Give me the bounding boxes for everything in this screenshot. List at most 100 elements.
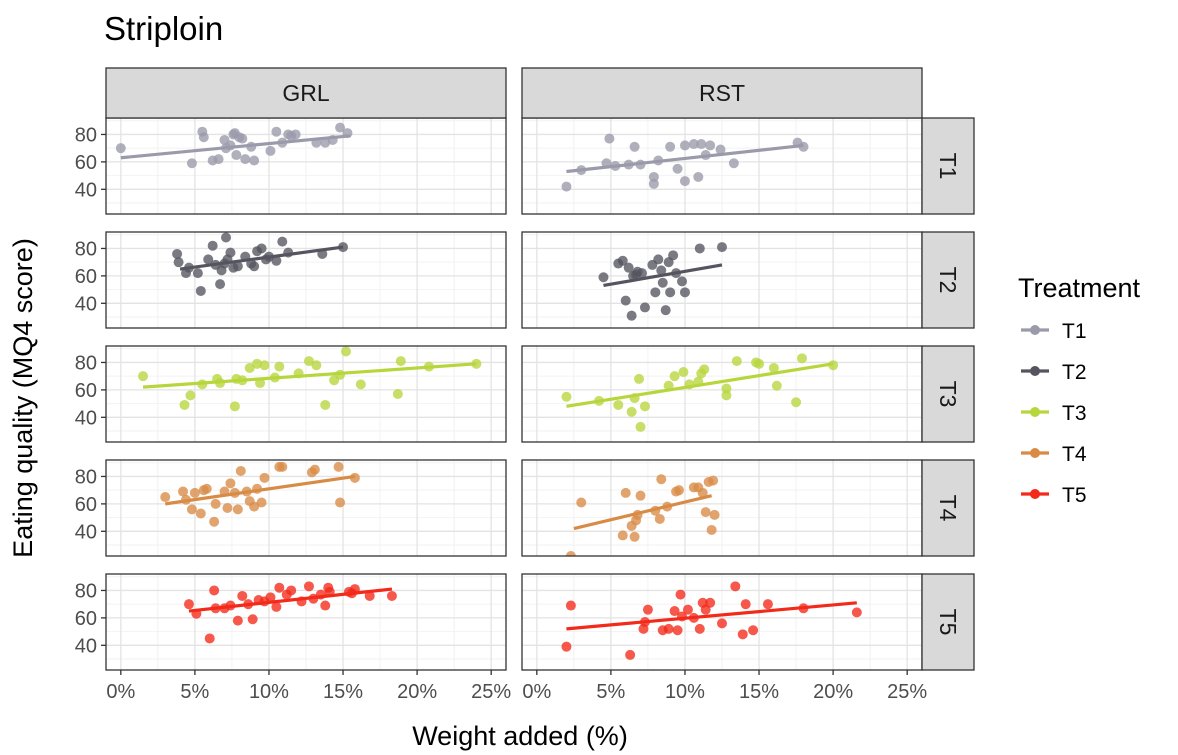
data-point [678,367,689,378]
strip-background [921,231,975,329]
data-point [207,240,218,251]
legend-item-t3: T3 [1021,402,1087,425]
data-point [682,604,693,615]
data-point [333,461,344,472]
data-point [259,360,270,371]
data-point [225,478,236,489]
data-point [721,383,732,394]
row-strip-t4: T4 [921,459,975,557]
data-point [201,483,212,494]
strip-background [921,345,975,443]
data-point [656,265,667,276]
y-axis-t4: 40 60 80 [75,466,106,543]
data-point [851,607,862,618]
data-point [256,497,267,508]
data-point [178,486,189,497]
panel-mark-group [561,133,809,192]
data-point [271,126,282,137]
fit-line [165,474,356,506]
data-point [198,132,209,143]
data-point [249,261,260,272]
data-point [637,268,647,279]
legend-item-t4: T4 [1021,443,1087,466]
data-point [309,464,320,475]
x-axis-title: Weight added (%) [412,721,628,751]
data-point [730,581,741,592]
data-point [693,171,704,182]
legend-point-key [1030,407,1040,417]
column-strip-rst: RST [521,67,923,119]
legend-point-key [1030,489,1040,499]
panel-mark-group [561,581,862,660]
data-point [668,250,679,261]
x-tick-label: 20% [397,681,437,703]
chart-title: Striploin [104,10,223,47]
data-point [290,129,301,140]
data-point [797,353,807,364]
data-point [265,592,276,603]
column-strip-label: RST [699,80,745,106]
fit-line [120,134,351,160]
fit-line [573,494,713,531]
y-tick-label: 80 [75,238,97,260]
data-point [232,615,243,626]
data-point [232,261,243,272]
data-point [277,236,288,247]
data-point [660,305,671,316]
strip-background [921,459,975,557]
panel-marks-rst-t2 [598,242,727,321]
data-point [679,140,690,151]
data-point [674,485,685,496]
data-point [561,391,572,402]
data-point [303,356,314,367]
data-point [677,276,687,287]
y-tick-label: 80 [75,352,97,374]
data-point [160,492,171,503]
data-point [665,287,676,298]
y-tick-label: 60 [75,608,97,630]
data-point [715,144,726,155]
data-point [311,360,322,371]
data-point [185,390,196,401]
data-point [617,255,628,266]
data-point [561,181,572,192]
y-tick-label: 80 [75,580,97,602]
x-tick-label: 10% [249,681,289,703]
y-tick-label: 80 [75,124,97,146]
data-point [675,589,686,600]
data-point [768,362,779,373]
panel-marks-grl-t2 [172,232,349,296]
data-point [195,508,206,519]
fit-line [179,245,344,271]
data-point [626,406,637,417]
data-point [271,601,282,612]
data-point [565,551,576,556]
data-point [265,145,276,156]
data-point [688,139,699,150]
row-strip-t2: T2 [921,231,975,329]
data-point [576,497,587,508]
row-strip-label: T2 [935,267,961,294]
data-point [203,254,214,265]
data-point [706,524,717,535]
panels-layer [105,117,923,671]
data-point [748,625,759,636]
data-point [186,158,197,169]
data-point [247,614,258,625]
data-point [642,604,653,615]
panel-grl-t3 [106,346,506,442]
x-tick-label: 0% [106,681,135,703]
data-point [728,158,739,169]
data-point [335,497,346,508]
data-point [598,272,609,283]
x-tick-label: 25% [887,681,927,703]
data-point [138,371,149,382]
data-point [189,487,200,498]
data-point [669,606,680,617]
legend-point-key [1030,366,1040,376]
data-point [737,629,748,640]
x-tick-label: 5% [596,681,625,703]
data-point [663,623,674,634]
y-axis-t2: 40 60 80 [75,238,106,315]
y-axis-t1: 40 60 80 [75,124,106,201]
